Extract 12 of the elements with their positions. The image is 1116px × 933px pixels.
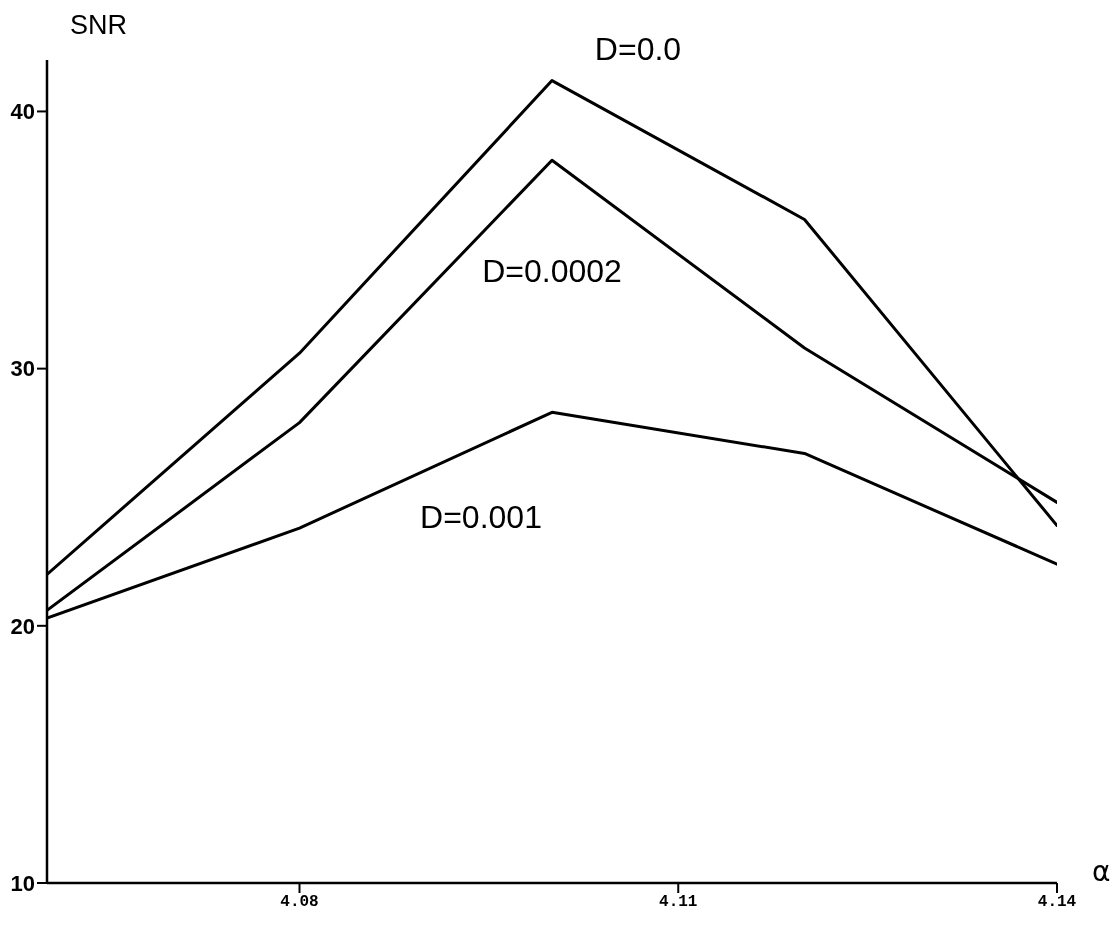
- y-tick-label: 20: [10, 613, 35, 639]
- y-tick-label: 30: [10, 356, 35, 382]
- x-axis-title: α: [1092, 855, 1111, 888]
- y-tick-label: 10: [10, 870, 35, 896]
- x-tick-label: 4.14: [1037, 893, 1077, 912]
- y-axis-title: SNR: [70, 10, 128, 40]
- x-tick-label: 4.11: [659, 893, 698, 912]
- series-label: D=0.0: [594, 31, 682, 68]
- y-tick-label: 40: [10, 99, 35, 125]
- x-tick-label: 4.08: [280, 893, 319, 912]
- series-label: D=0.001: [420, 498, 542, 535]
- series-label: D=0.0002: [482, 252, 622, 289]
